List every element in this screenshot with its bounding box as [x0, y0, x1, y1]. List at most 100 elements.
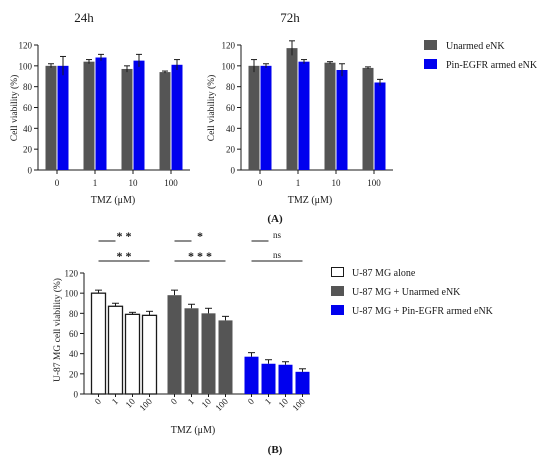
- bar: [248, 65, 260, 170]
- x-tick-label: 100: [137, 396, 154, 413]
- bar: [95, 57, 107, 170]
- x-tick-label: 10: [332, 178, 342, 188]
- legend-panel-b: U-87 MG alone U-87 MG + Unarmed eNK U-87…: [331, 267, 494, 317]
- bar: [184, 308, 199, 394]
- bar: [336, 70, 348, 170]
- x-tick-label: 100: [290, 396, 307, 413]
- y-tick-label: 0: [74, 390, 79, 400]
- bar: [124, 313, 141, 395]
- x-axis-label: TMZ (μM): [288, 195, 333, 206]
- y-tick-label: 80: [226, 82, 236, 92]
- bar: [159, 72, 171, 170]
- bar: [324, 62, 336, 171]
- bar: [45, 65, 57, 170]
- legend-swatch-unarmed: [424, 40, 437, 50]
- significance-label: ns: [273, 250, 282, 260]
- y-tick-label: 120: [19, 41, 33, 51]
- significance-label: * *: [117, 249, 132, 263]
- y-tick-label: 120: [222, 41, 236, 51]
- bar: [286, 48, 298, 170]
- bar: [107, 305, 124, 395]
- significance-label: * *: [117, 229, 132, 243]
- chart-24h: 24h Cell viability (%) TMZ (μM) 0 20 40 60 8…: [9, 10, 190, 206]
- legend-panel-a: Unarmed eNK Pin-EGFR armed eNK: [424, 40, 538, 71]
- y-tick-label: 40: [23, 124, 33, 134]
- legend-swatch-alone: [331, 267, 344, 277]
- x-tick-label: 0: [93, 396, 104, 407]
- y-tick-label: 80: [69, 309, 79, 319]
- bar: [201, 313, 216, 394]
- significance-annotations: * * * * * * * * ns ns: [98, 229, 303, 263]
- y-tick-label: 60: [23, 103, 33, 113]
- significance-label: *: [197, 229, 203, 243]
- bar: [298, 61, 310, 170]
- legend-label-unarmed: Unarmed eNK: [446, 41, 505, 52]
- x-tick-label: 100: [367, 178, 381, 188]
- bar: [121, 68, 133, 170]
- y-tick-label: 60: [226, 103, 236, 113]
- bar: [278, 364, 293, 394]
- chart-u87-viability: U-87 MG cell viability (%) TMZ (μM) 0 20 4…: [52, 269, 310, 436]
- chart-title: 72h: [280, 10, 300, 25]
- legend-label-unarmed: U-87 MG + Unarmed eNK: [352, 287, 461, 298]
- bar: [141, 314, 158, 395]
- y-tick-label: 100: [65, 289, 79, 299]
- x-tick-label: 1: [263, 396, 273, 406]
- x-tick-label: 100: [213, 396, 230, 413]
- chart-72h: 72h Cell viability (%) TMZ (μM) 0 20 40 60 8…: [206, 10, 393, 206]
- x-tick-label: 100: [164, 178, 178, 188]
- y-tick-label: 100: [222, 61, 236, 71]
- bar: [90, 292, 107, 395]
- bar: [171, 64, 183, 170]
- bar: [133, 60, 145, 170]
- y-axis-label: U-87 MG cell viability (%): [52, 278, 63, 382]
- y-tick-label: 20: [23, 145, 33, 155]
- y-tick-label: 20: [226, 145, 236, 155]
- x-tick-label: 10: [199, 396, 213, 410]
- x-tick-label: 0: [169, 396, 180, 407]
- legend-swatch-armed: [424, 59, 437, 69]
- bar: [295, 371, 310, 394]
- panel-label-a: (A): [267, 213, 283, 225]
- bar: [83, 61, 95, 170]
- bar: [218, 320, 233, 394]
- legend-label-alone: U-87 MG alone: [352, 268, 416, 279]
- y-tick-label: 60: [69, 329, 79, 339]
- y-tick-label: 40: [69, 349, 79, 359]
- bar: [260, 65, 272, 170]
- y-tick-label: 20: [69, 369, 79, 379]
- y-tick-label: 100: [19, 61, 33, 71]
- y-tick-label: 40: [226, 124, 236, 134]
- significance-label: ns: [273, 230, 282, 240]
- x-axis-label: TMZ (μM): [171, 425, 216, 436]
- x-tick-label: 1: [186, 396, 196, 406]
- x-tick-label: 1: [110, 396, 120, 406]
- x-tick-label: 10: [276, 396, 290, 410]
- bar: [57, 65, 69, 170]
- y-tick-label: 0: [28, 166, 33, 176]
- x-tick-label: 0: [55, 178, 60, 188]
- x-tick-label: 10: [129, 178, 139, 188]
- bar: [167, 295, 182, 394]
- y-tick-label: 120: [65, 269, 79, 279]
- legend-label-armed: Pin-EGFR armed eNK: [446, 60, 538, 71]
- x-tick-label: 1: [93, 178, 98, 188]
- x-tick-label: 0: [246, 396, 257, 407]
- bar: [362, 67, 374, 170]
- x-tick-label: 0: [258, 178, 263, 188]
- y-tick-label: 80: [23, 82, 33, 92]
- bar: [261, 363, 276, 394]
- legend-label-armed: U-87 MG + Pin-EGFR armed eNK: [352, 306, 494, 317]
- x-axis-label: TMZ (μM): [91, 195, 136, 206]
- panel-label-b: (B): [268, 444, 283, 456]
- legend-swatch-unarmed: [331, 286, 344, 296]
- significance-label: * * *: [188, 249, 212, 263]
- chart-title: 24h: [74, 10, 94, 25]
- y-axis-label: Cell viability (%): [206, 75, 217, 142]
- x-tick-label: 10: [123, 396, 137, 410]
- x-tick-label: 1: [296, 178, 301, 188]
- bar: [244, 356, 259, 394]
- legend-swatch-armed: [331, 305, 344, 315]
- bar: [374, 82, 386, 170]
